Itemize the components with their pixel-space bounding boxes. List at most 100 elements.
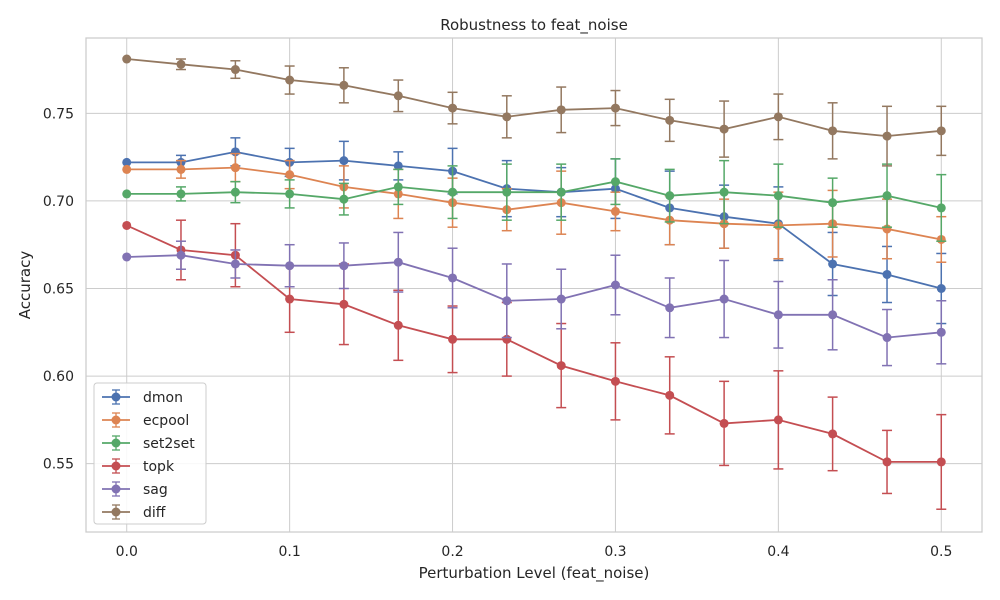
x-tick-label: 0.0 bbox=[116, 544, 138, 560]
data-point bbox=[882, 269, 892, 279]
legend-label: dmon bbox=[143, 390, 183, 406]
data-point bbox=[610, 280, 620, 290]
data-point bbox=[502, 296, 512, 306]
data-point bbox=[936, 203, 946, 213]
data-point bbox=[339, 299, 349, 309]
x-axis-title: Perturbation Level (feat_noise) bbox=[419, 564, 650, 583]
data-point bbox=[936, 126, 946, 136]
y-tick-label: 0.60 bbox=[43, 369, 74, 385]
series-line bbox=[126, 180, 942, 209]
data-point bbox=[176, 164, 186, 174]
plot-area bbox=[85, 37, 983, 533]
legend-marker bbox=[111, 484, 121, 494]
data-point bbox=[285, 75, 295, 85]
data-point bbox=[339, 194, 349, 204]
data-point bbox=[230, 259, 240, 269]
data-point bbox=[773, 191, 783, 201]
data-point bbox=[176, 189, 186, 199]
data-point bbox=[610, 206, 620, 216]
data-point bbox=[122, 252, 132, 262]
data-point bbox=[828, 198, 838, 208]
data-point bbox=[936, 327, 946, 337]
data-point bbox=[176, 250, 186, 260]
data-point bbox=[122, 189, 132, 199]
data-point bbox=[773, 415, 783, 425]
data-point bbox=[502, 187, 512, 197]
data-point bbox=[393, 320, 403, 330]
data-point bbox=[828, 259, 838, 269]
data-point bbox=[285, 294, 295, 304]
data-point bbox=[773, 112, 783, 122]
data-point bbox=[230, 163, 240, 173]
legend: dmon ecpool set2set topk sag diff bbox=[93, 382, 207, 525]
y-axis-title: Accuracy bbox=[16, 251, 34, 320]
data-point bbox=[448, 273, 458, 283]
data-point bbox=[556, 105, 566, 115]
data-point bbox=[502, 112, 512, 122]
data-point bbox=[393, 182, 403, 192]
data-point bbox=[556, 361, 566, 371]
data-point bbox=[719, 294, 729, 304]
grid bbox=[86, 38, 982, 532]
y-tick-label: 0.70 bbox=[43, 194, 74, 210]
data-point bbox=[882, 457, 892, 467]
data-point bbox=[719, 124, 729, 134]
data-point bbox=[936, 457, 946, 467]
legend-label: sag bbox=[143, 482, 168, 498]
data-point bbox=[176, 59, 186, 69]
data-point bbox=[665, 115, 675, 125]
y-tick-label: 0.75 bbox=[43, 106, 74, 122]
data-point bbox=[773, 310, 783, 320]
data-point bbox=[448, 334, 458, 344]
series-line bbox=[126, 58, 942, 138]
data-point bbox=[610, 177, 620, 187]
chart-title: Robustness to feat_noise bbox=[440, 16, 628, 35]
series-sag bbox=[122, 231, 947, 367]
series-line bbox=[126, 166, 942, 241]
data-point bbox=[448, 103, 458, 113]
x-tick-label: 0.2 bbox=[441, 544, 463, 560]
data-point bbox=[339, 261, 349, 271]
data-point bbox=[882, 131, 892, 141]
data-point bbox=[285, 170, 295, 180]
legend-marker bbox=[111, 461, 121, 471]
legend-label: topk bbox=[143, 459, 175, 475]
data-point bbox=[665, 390, 675, 400]
series-line bbox=[126, 150, 942, 290]
series-dmon bbox=[122, 137, 947, 325]
data-point bbox=[665, 303, 675, 313]
data-point bbox=[122, 54, 132, 64]
data-point bbox=[610, 376, 620, 386]
legend-label: ecpool bbox=[143, 413, 189, 429]
legend-item-dmon: dmon bbox=[102, 389, 183, 406]
legend-marker bbox=[111, 392, 121, 402]
series-layer bbox=[122, 54, 947, 510]
data-point bbox=[122, 220, 132, 230]
y-axis-ticks: 0.55 0.60 0.65 0.70 0.75 bbox=[43, 106, 74, 472]
data-point bbox=[882, 333, 892, 343]
legend-label: set2set bbox=[143, 436, 195, 452]
x-tick-label: 0.4 bbox=[767, 544, 789, 560]
data-point bbox=[285, 261, 295, 271]
data-point bbox=[339, 80, 349, 90]
series-line bbox=[126, 254, 942, 339]
data-point bbox=[828, 429, 838, 439]
series-set2set bbox=[122, 158, 947, 242]
data-point bbox=[122, 164, 132, 174]
data-point bbox=[882, 191, 892, 201]
data-point bbox=[448, 187, 458, 197]
series-ecpool bbox=[122, 152, 947, 263]
data-point bbox=[339, 156, 349, 166]
legend-marker bbox=[111, 507, 121, 517]
series-diff bbox=[122, 54, 947, 167]
data-point bbox=[230, 187, 240, 197]
data-point bbox=[230, 65, 240, 75]
legend-marker bbox=[111, 438, 121, 448]
data-point bbox=[665, 191, 675, 201]
legend-item-topk: topk bbox=[102, 458, 175, 475]
data-point bbox=[393, 257, 403, 267]
data-point bbox=[828, 126, 838, 136]
y-tick-label: 0.55 bbox=[43, 457, 74, 473]
data-point bbox=[556, 294, 566, 304]
